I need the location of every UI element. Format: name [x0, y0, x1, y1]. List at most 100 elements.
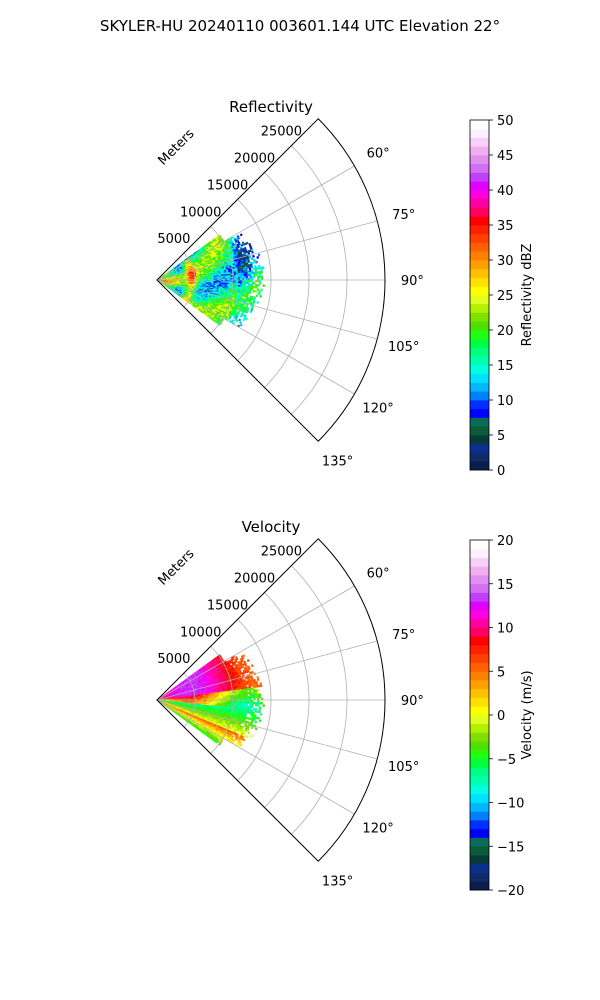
data-cell	[213, 697, 216, 699]
data-cell	[215, 276, 218, 278]
data-cell	[255, 682, 259, 686]
data-cell	[238, 318, 242, 322]
data-cell	[256, 256, 259, 259]
data-cell	[222, 697, 226, 699]
data-cell	[234, 283, 237, 286]
data-cell	[257, 292, 261, 296]
data-cell	[257, 275, 260, 279]
data-cell	[255, 701, 258, 705]
data-cell	[258, 273, 262, 276]
data-cell	[243, 694, 246, 697]
data-cell	[256, 271, 260, 274]
data-cell	[215, 696, 218, 698]
data-cell	[250, 265, 253, 269]
data-cell	[249, 285, 252, 289]
data-cell	[219, 697, 222, 699]
data-cell	[238, 320, 243, 324]
data-cell	[234, 281, 237, 284]
data-cell	[246, 659, 250, 663]
data-cell	[249, 273, 252, 277]
data-cell	[254, 286, 258, 289]
colorbar-tick-label: 20	[497, 324, 514, 339]
colorbar-label: Reflectivity dBZ	[520, 244, 535, 347]
data-cell	[256, 288, 260, 291]
colorbar-segment	[470, 321, 489, 331]
colorbar-segment	[470, 347, 489, 357]
data-cell	[236, 696, 239, 699]
colorbar-segment	[470, 373, 489, 383]
data-cell	[203, 277, 207, 280]
data-cell	[239, 274, 243, 277]
data-cell	[234, 701, 237, 704]
data-cell	[249, 691, 252, 695]
data-cell	[243, 281, 247, 284]
data-cell	[247, 701, 250, 705]
data-cell	[217, 277, 220, 279]
data-cell	[255, 260, 258, 264]
data-cell	[243, 692, 246, 695]
data-cell	[228, 696, 231, 699]
data-cell	[255, 693, 258, 697]
data-cell	[249, 275, 252, 279]
data-cell	[236, 283, 239, 286]
data-cell	[245, 692, 248, 695]
data-cell	[207, 697, 210, 700]
colorbar-segment	[470, 426, 489, 436]
data-cell	[258, 271, 262, 274]
data-cell	[251, 271, 254, 275]
reflectivity-panel: Reflectivity500010000150002000025000Mete…	[156, 98, 535, 479]
data-cell	[253, 693, 256, 697]
colorbar-tick-label: 30	[497, 254, 514, 269]
data-cell	[256, 284, 260, 287]
data-cell	[253, 695, 256, 699]
data-cell	[228, 273, 231, 276]
data-cell	[238, 701, 241, 704]
data-cell	[243, 701, 247, 704]
colorbar-tick-label: 50	[497, 114, 514, 129]
data-cell	[251, 250, 254, 254]
data-cell	[255, 695, 258, 699]
data-cell	[228, 282, 231, 285]
data-cell	[239, 281, 243, 284]
colorbar-segment	[470, 338, 489, 348]
data-cell	[230, 695, 233, 698]
data-cell	[258, 275, 262, 279]
data-cell	[239, 703, 243, 706]
data-cell	[236, 276, 239, 279]
data-cell	[257, 716, 260, 720]
colorbar-segment	[470, 198, 489, 208]
data-cell	[253, 701, 256, 705]
data-cell	[253, 718, 256, 722]
data-cell	[245, 274, 248, 277]
data-cell	[251, 281, 254, 285]
data-cell	[239, 283, 243, 286]
colorbar-segment	[470, 382, 489, 392]
data-cell	[253, 691, 256, 695]
data-cell	[254, 691, 258, 694]
colorbar-segment	[470, 277, 489, 287]
radial-tick-label: 10000	[180, 205, 221, 220]
data-cell	[228, 695, 231, 698]
data-cell	[230, 276, 233, 279]
data-cell	[248, 291, 252, 294]
data-cell	[248, 667, 251, 671]
colorbar-segment	[470, 242, 489, 252]
data-cell	[224, 273, 227, 276]
data-cell	[256, 689, 260, 692]
data-cell	[239, 690, 242, 694]
data-cell	[243, 703, 246, 706]
data-cell	[226, 702, 229, 705]
data-cell	[251, 701, 254, 705]
data-cell	[219, 277, 222, 279]
data-cell	[247, 274, 250, 277]
data-cell	[205, 700, 209, 703]
colorbar-segment	[470, 120, 489, 130]
angular-tick-label: 135°	[322, 455, 353, 470]
data-cell	[255, 283, 258, 287]
colorbar-segment	[470, 225, 489, 235]
colorbar-tick-label: 0	[497, 464, 505, 479]
radial-axis-label: Meters	[156, 126, 198, 168]
data-cell	[258, 706, 262, 709]
data-cell	[260, 702, 264, 705]
